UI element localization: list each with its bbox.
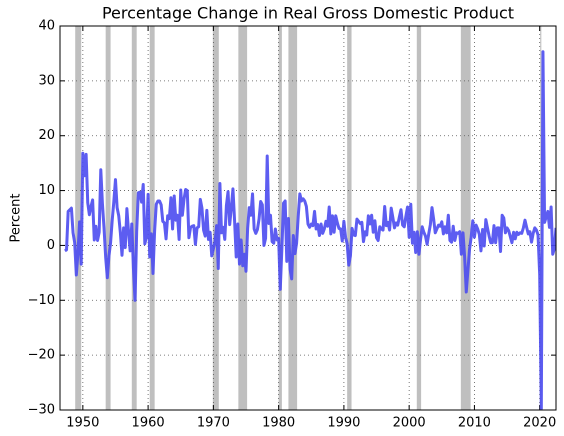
y-tick-label: 40 [38,19,55,34]
y-tick-label: −20 [28,348,55,363]
x-tick-label: 2010 [458,416,491,431]
x-tick-label: 1960 [132,416,165,431]
recession-band [75,26,82,410]
y-tick-label: −30 [28,403,55,418]
y-tick-label: 10 [38,183,55,198]
recession-band [149,26,155,410]
recession-band [105,26,111,410]
x-tick-label: 1990 [327,416,360,431]
x-tick-label: 1950 [66,416,99,431]
plot-frame [59,25,557,411]
recession-band [288,26,298,410]
x-tick-label: 1970 [197,416,230,431]
recession-band [347,26,352,410]
y-axis-label: Percent [9,194,24,243]
recession-band [131,26,137,410]
x-tick-label: 1980 [262,416,295,431]
x-tick-label: 2000 [393,416,426,431]
recession-band [278,26,282,410]
recession-band [460,26,471,410]
x-tick-label: 2020 [523,416,556,431]
recession-band [212,26,219,410]
y-tick-label: −10 [28,293,55,308]
recession-band [416,26,422,410]
y-tick-label: 30 [38,73,55,88]
data-line [64,50,556,410]
chart-title: Percentage Change in Real Gross Domestic… [102,4,514,23]
recession-band [238,26,248,410]
y-tick-label: 20 [38,128,55,143]
y-tick-label: 0 [47,238,55,253]
